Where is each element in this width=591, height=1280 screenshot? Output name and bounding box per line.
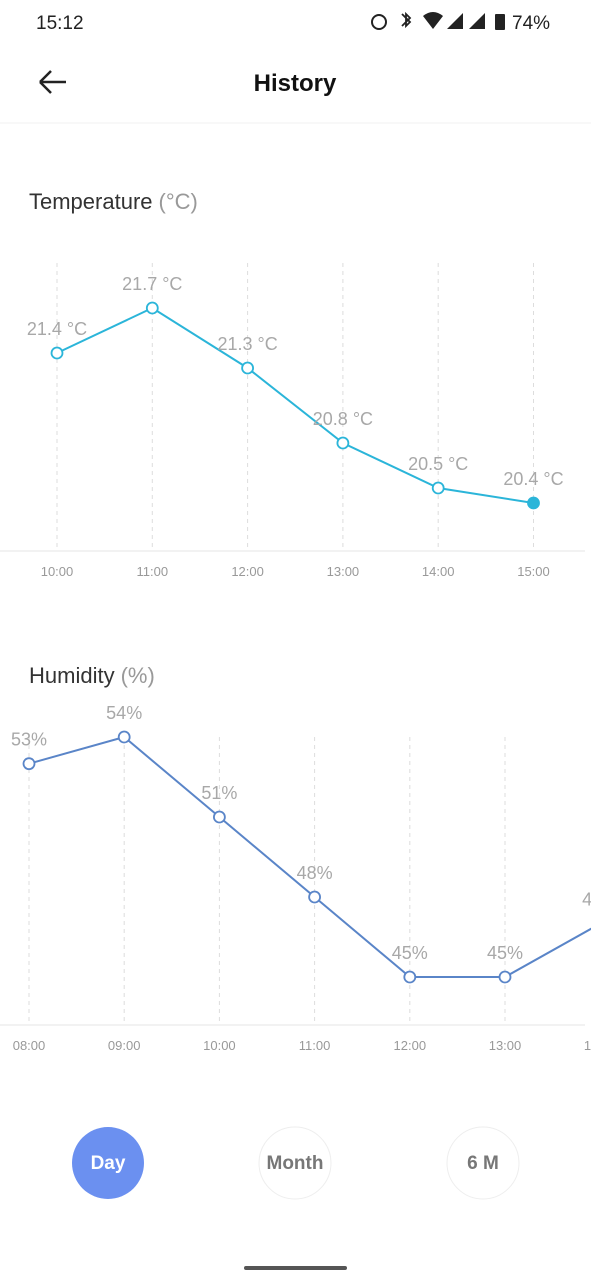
home-indicator: [244, 1266, 347, 1270]
button-label: Month: [267, 1153, 324, 1174]
data-point: [336, 436, 350, 450]
data-line: [56, 306, 534, 504]
chart-title-text: Humidity: [29, 663, 115, 688]
data-point: [22, 757, 36, 771]
x-tick-label: 08:00: [13, 1038, 46, 1053]
data-point: [498, 970, 512, 984]
chart-title: Temperature (°C): [29, 189, 198, 214]
chart-unit: (%): [121, 663, 155, 688]
value-label: 21.7 °C: [122, 274, 182, 294]
data-point: [403, 970, 417, 984]
data-point: [241, 361, 255, 375]
period-button[interactable]: Month: [258, 1126, 332, 1200]
button-bg: [258, 1126, 332, 1200]
value-label: 45%: [392, 943, 428, 963]
status-icons: [371, 11, 505, 30]
value-label: 20.8 °C: [313, 409, 373, 429]
x-tick-label: 11:00: [137, 564, 169, 579]
chart-unit: (°C): [159, 189, 198, 214]
x-tick-label: 11:00: [299, 1038, 331, 1053]
value-label: 54%: [106, 703, 142, 723]
data-point: [527, 496, 540, 510]
x-tick-label: 15:00: [517, 564, 550, 579]
plot: 08:00 09:00 10:00 11:00 12:00 13:00 14:00 53% 54…: [0, 703, 591, 1053]
value-label: 20.4 °C: [503, 469, 563, 489]
x-tick-label: 10:00: [203, 1038, 236, 1053]
x-tick-label: 12:00: [394, 1038, 427, 1053]
value-label: 47%: [582, 890, 591, 910]
button-label: 6 M: [467, 1153, 499, 1174]
chart-title-text: Temperature: [29, 189, 153, 214]
button-bg: [72, 1127, 144, 1199]
x-tick-label: 14:00: [584, 1038, 591, 1053]
value-label: 48%: [297, 863, 333, 883]
data-point: [145, 301, 159, 315]
value-label: 51%: [201, 783, 237, 803]
button-bg: [446, 1126, 520, 1200]
data-point: [212, 810, 226, 824]
x-tick-label: 10:00: [41, 564, 74, 579]
data-point: [431, 481, 445, 495]
value-label: 20.5 °C: [408, 454, 468, 474]
data-point: [50, 346, 64, 360]
x-tick-label: 14:00: [422, 564, 455, 579]
value-label: 21.3 °C: [217, 334, 277, 354]
x-tick-label: 13:00: [489, 1038, 522, 1053]
button-label: Day: [91, 1153, 126, 1174]
x-tick-label: 13:00: [327, 564, 360, 579]
period-button[interactable]: 6 M: [446, 1126, 520, 1200]
status-time: 15:12: [36, 13, 84, 34]
value-label: 53%: [11, 730, 47, 750]
x-tick-label: 09:00: [108, 1038, 141, 1053]
status-battery: 74%: [512, 13, 550, 34]
header-title: History: [254, 70, 337, 97]
data-line: [28, 735, 591, 978]
data-point: [117, 730, 131, 744]
period-button[interactable]: Day: [72, 1127, 144, 1199]
back-button[interactable]: [39, 70, 66, 94]
chart-title: Humidity (%): [29, 663, 155, 688]
data-point: [308, 890, 322, 904]
value-label: 21.4 °C: [27, 319, 87, 339]
x-tick-label: 12:00: [231, 564, 264, 579]
value-label: 45%: [487, 943, 523, 963]
plot: 10:00 11:00 12:00 13:00 14:00 15:00 21.4 °C 21.…: [0, 263, 585, 579]
